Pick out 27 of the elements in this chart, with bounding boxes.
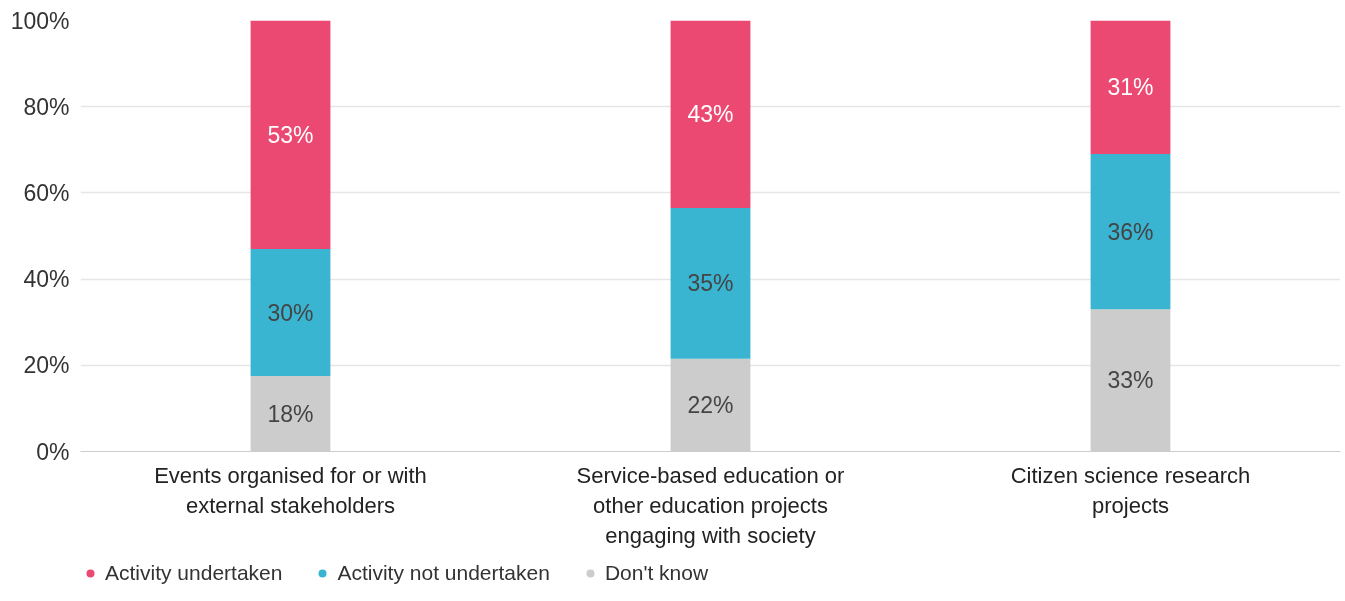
y-tick-label: 20% (23, 352, 70, 379)
y-tick-label: 100% (10, 7, 70, 34)
y-tick-label: 0% (36, 438, 70, 465)
data-label: 33% (1107, 367, 1154, 394)
data-label: 18% (267, 400, 314, 427)
x-tick-label: Citizen science research projects (1010, 462, 1251, 518)
x-tick-label: Events organised for or with external stakeholders (154, 462, 427, 518)
legend-label: Activity not undertaken (337, 560, 550, 585)
y-tick-label: 40% (23, 266, 70, 293)
bar (1090, 154, 1171, 310)
data-label: 22% (687, 392, 734, 419)
legend-label: Activity undertaken (105, 560, 283, 585)
data-label: 30% (267, 299, 314, 326)
data-label: 31% (1107, 74, 1154, 101)
bar (1090, 20, 1171, 155)
x-tick-label: Service-based education or other education projects engaging with society (576, 462, 845, 548)
y-tick-label: 80% (23, 93, 70, 120)
bar (250, 20, 331, 249)
legend-label: Don't know (604, 560, 709, 585)
data-label: 53% (267, 121, 314, 148)
y-tick-label: 60% (23, 179, 70, 206)
bar (670, 207, 751, 359)
bar (670, 20, 751, 208)
bar (250, 248, 331, 377)
data-label: 35% (687, 270, 734, 297)
data-label: 43% (687, 101, 734, 128)
data-label: 36% (1107, 218, 1154, 245)
